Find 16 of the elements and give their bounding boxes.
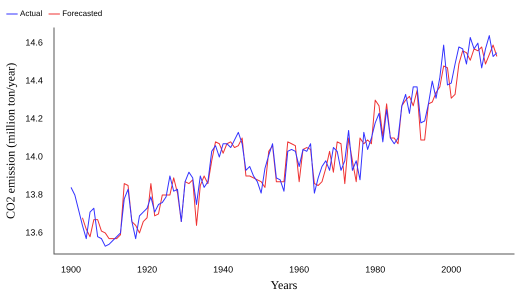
legend-label: Actual: [20, 9, 42, 18]
x-axis-title: Years: [270, 278, 298, 292]
y-tick-label: 13.6: [25, 227, 43, 238]
y-tick-label: 14.4: [25, 76, 43, 86]
x-tick-label: 2000: [441, 264, 462, 275]
x-tick-label: 1980: [365, 264, 386, 275]
legend-label: Forecasted: [62, 9, 102, 18]
y-tick-label: 14.2: [25, 114, 43, 124]
y-tick-label: 14.0: [25, 152, 43, 162]
x-tick-label: 1900: [61, 264, 82, 275]
y-tick-label: 13.8: [25, 189, 43, 200]
x-tick-label: 1960: [289, 264, 310, 275]
x-tick-label: 1940: [213, 264, 234, 275]
x-tick-label: 1920: [137, 264, 158, 275]
y-tick-label: 14.6: [25, 38, 43, 48]
y-axis-title: CO2 emission (million ton/year): [3, 62, 18, 220]
